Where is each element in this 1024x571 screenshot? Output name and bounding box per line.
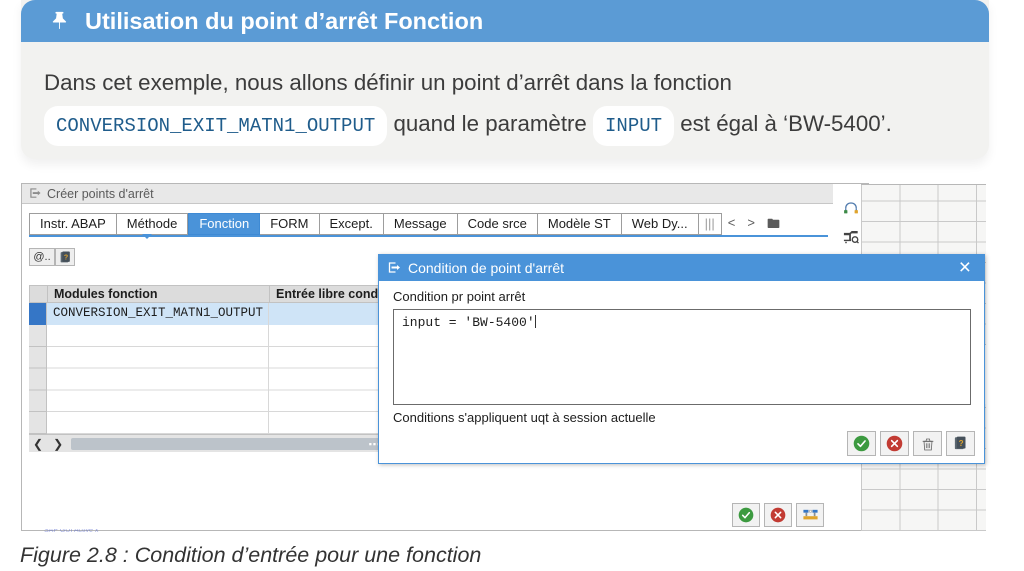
svg-text:?: ? (64, 255, 68, 262)
svg-text:?: ? (959, 439, 964, 448)
